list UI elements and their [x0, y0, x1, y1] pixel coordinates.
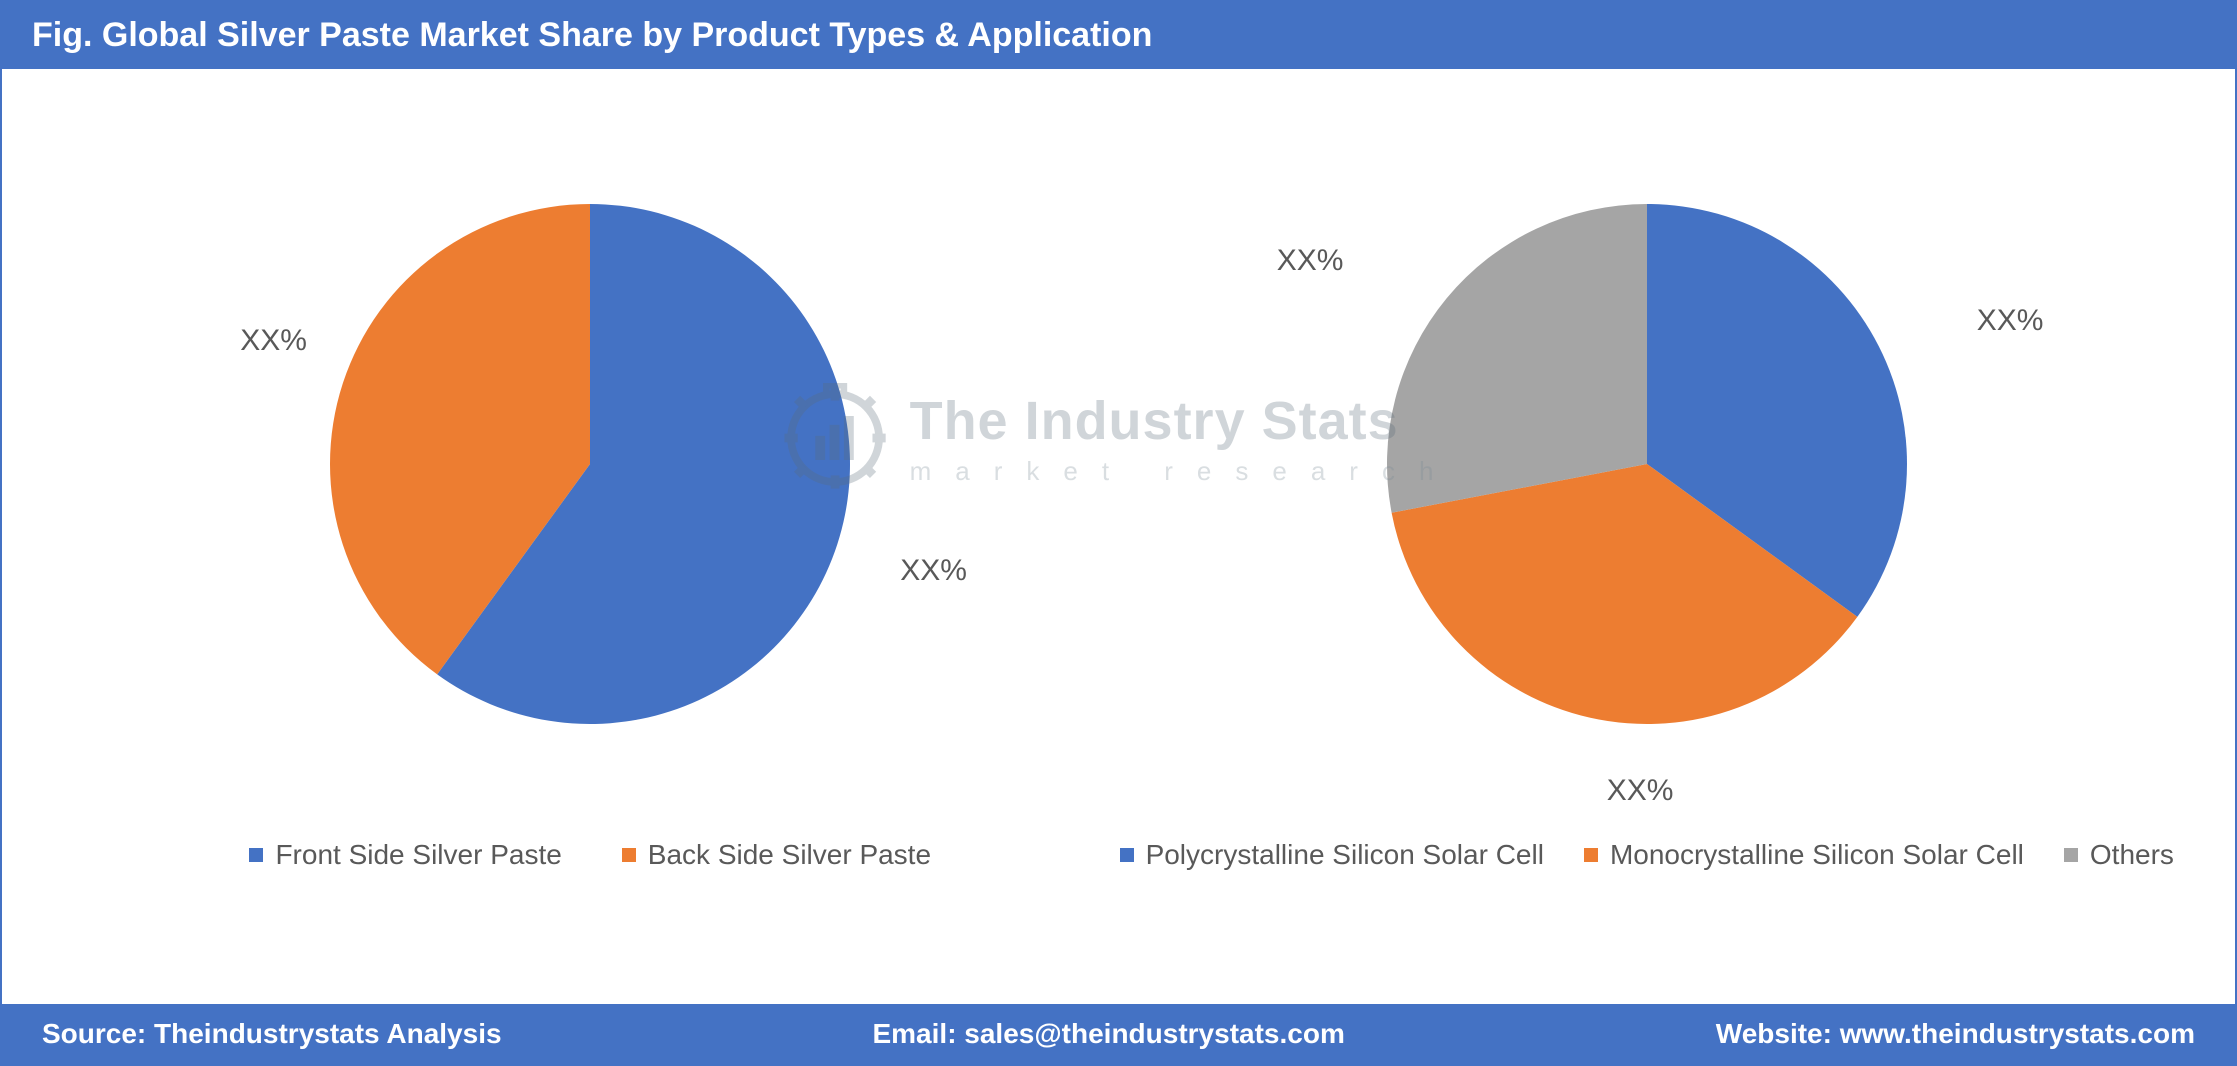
slice-data-label: XX% — [900, 554, 967, 588]
legend-swatch — [2064, 848, 2078, 862]
slice-data-label: XX% — [240, 324, 307, 358]
legend-product-types: Front Side Silver Paste Back Side Silver … — [62, 839, 1119, 871]
charts-area: XX%XX% The Ind — [2, 69, 2235, 829]
legends-row: Front Side Silver Paste Back Side Silver … — [2, 829, 2235, 891]
legend-item: Back Side Silver Paste — [622, 839, 931, 871]
pie-svg — [1197, 114, 2097, 814]
legend-swatch — [1120, 848, 1134, 862]
legend-item: Monocrystalline Silicon Solar Cell — [1584, 839, 2024, 871]
footer-source: Source: Theindustrystats Analysis — [42, 1018, 502, 1050]
figure-title: Fig. Global Silver Paste Market Share by… — [32, 16, 1152, 54]
slice-data-label: XX% — [1977, 304, 2044, 338]
slice-data-label: XX% — [1607, 774, 1674, 808]
legend-swatch — [1584, 848, 1598, 862]
pie-svg — [140, 114, 1040, 814]
footer-website: Website: www.theindustrystats.com — [1716, 1018, 2195, 1050]
legend-swatch — [249, 848, 263, 862]
pie-chart-application: XX% XX% XX% — [1197, 114, 2097, 814]
pie-slice — [1387, 204, 1647, 513]
pie-chart-product-types: XX% XX% — [140, 114, 1040, 814]
slice-data-label: XX% — [1277, 244, 1344, 278]
legend-item: Polycrystalline Silicon Solar Cell — [1120, 839, 1544, 871]
legend-label: Back Side Silver Paste — [648, 839, 931, 871]
legend-label: Polycrystalline Silicon Solar Cell — [1146, 839, 1544, 871]
legend-item: Others — [2064, 839, 2174, 871]
footer-bar: Source: Theindustrystats Analysis Email:… — [2, 998, 2235, 1064]
legend-label: Monocrystalline Silicon Solar Cell — [1610, 839, 2024, 871]
legend-swatch — [622, 848, 636, 862]
legend-application: Polycrystalline Silicon Solar Cell Monocr… — [1119, 839, 2176, 871]
legend-label: Front Side Silver Paste — [275, 839, 561, 871]
footer-email: Email: sales@theindustrystats.com — [872, 1018, 1344, 1050]
legend-item: Front Side Silver Paste — [249, 839, 561, 871]
header-bar: Fig. Global Silver Paste Market Share by… — [2, 2, 2235, 69]
figure-container: Fig. Global Silver Paste Market Share by… — [0, 0, 2237, 1066]
legend-label: Others — [2090, 839, 2174, 871]
